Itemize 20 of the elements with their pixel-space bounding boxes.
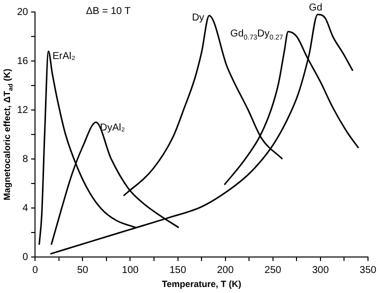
x-tick-label: 200 bbox=[216, 264, 234, 276]
y-tick-label: 4 bbox=[22, 202, 29, 214]
series-label: Gd bbox=[308, 2, 322, 14]
series-label: Dy bbox=[192, 12, 204, 24]
x-axis-title: Temperature, T (K) bbox=[162, 279, 242, 289]
x-tick-label: 150 bbox=[169, 264, 187, 276]
x-tick-label: 350 bbox=[360, 264, 377, 276]
y-tick-label: 0 bbox=[22, 252, 29, 263]
series-label: ErAl₂ bbox=[52, 51, 76, 62]
y-tick-label: 16 bbox=[17, 56, 29, 67]
x-tick-label: 250 bbox=[264, 264, 282, 276]
y-tick-label: 8 bbox=[22, 154, 29, 165]
x-tick-label: 100 bbox=[122, 264, 140, 276]
series-label: DyAl₂ bbox=[100, 122, 126, 134]
x-tick-label: 50 bbox=[77, 264, 89, 276]
y-tick-label: 20 bbox=[17, 6, 29, 18]
y-tick-label: 12 bbox=[17, 104, 29, 116]
x-tick-label: 0 bbox=[32, 264, 38, 276]
x-tick-label: 300 bbox=[312, 264, 330, 276]
annotation: ΔB = 10 T bbox=[86, 6, 131, 17]
